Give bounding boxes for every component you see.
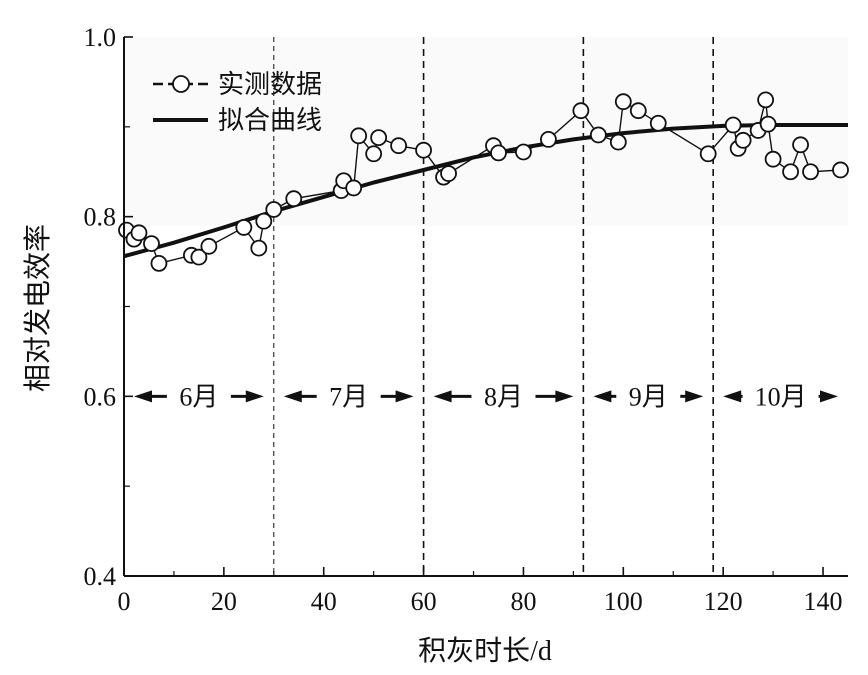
y-tick-label: 0.8 <box>84 203 117 232</box>
data-point <box>190 248 208 266</box>
month-arrow-right-head <box>555 390 574 403</box>
x-tick-label: 0 <box>118 587 131 616</box>
data-point <box>734 131 752 149</box>
y-tick-label: 1.0 <box>84 23 117 52</box>
data-point <box>802 163 819 181</box>
month-arrow-left-head <box>134 390 152 403</box>
data-point <box>629 102 647 120</box>
data-point <box>345 179 363 197</box>
measured-data-layer <box>118 91 849 272</box>
x-tick-label: 40 <box>311 587 337 616</box>
data-point <box>150 254 168 272</box>
x-tick-label: 100 <box>604 587 643 616</box>
month-arrow-left-head <box>433 390 452 403</box>
data-point <box>589 126 607 144</box>
data-point <box>649 114 667 132</box>
data-point <box>764 150 782 168</box>
data-point <box>782 163 799 181</box>
x-tick-label: 20 <box>211 587 237 616</box>
month-arrow-left-head <box>593 390 612 403</box>
data-point <box>572 102 590 120</box>
data-point <box>759 115 777 133</box>
data-point <box>699 145 717 163</box>
month-arrow-left-head <box>723 390 742 403</box>
data-point <box>143 235 160 253</box>
month-arrow-left-head <box>283 390 302 403</box>
month-arrow-right-head <box>395 390 414 403</box>
data-point <box>609 133 627 151</box>
legend-measured-marker <box>172 75 190 93</box>
data-point <box>490 144 507 162</box>
data-point <box>200 237 218 255</box>
data-point <box>365 145 383 163</box>
x-tick-label: 60 <box>411 587 437 616</box>
data-point <box>255 212 273 230</box>
data-point <box>370 129 388 147</box>
data-point <box>350 127 368 145</box>
data-point <box>415 141 432 159</box>
data-point <box>515 143 532 161</box>
data-point <box>792 136 809 154</box>
legend-fit-label: 拟合曲线 <box>218 106 322 135</box>
data-point <box>265 201 283 218</box>
y-axis-title: 相对发电效率 <box>22 224 54 392</box>
legend-measured-label: 实测数据 <box>218 70 322 99</box>
data-point <box>250 239 268 257</box>
y-tick-label: 0.4 <box>84 562 117 591</box>
data-point <box>832 161 849 179</box>
data-point <box>724 116 742 134</box>
month-arrow-right-head <box>820 390 838 403</box>
month-label: 7月 <box>329 382 368 411</box>
x-tick-label: 140 <box>804 587 843 616</box>
data-point <box>757 91 775 109</box>
axes: 0 20 40 60 80 100 120 140 0.4 0.6 0.8 1.0 <box>84 23 848 616</box>
month-label: 6月 <box>179 382 218 411</box>
x-tick-label: 80 <box>510 587 536 616</box>
data-point <box>540 131 557 148</box>
x-tick-label: 120 <box>704 587 743 616</box>
month-label: 9月 <box>629 382 668 411</box>
x-axis-title: 积灰时长/d <box>418 635 552 667</box>
data-point <box>235 219 253 236</box>
month-arrow-right-head <box>685 390 704 403</box>
data-point <box>130 224 148 242</box>
month-label: 8月 <box>484 382 523 411</box>
y-tick-label: 0.6 <box>84 382 117 411</box>
month-arrow-right-head <box>245 390 264 403</box>
month-label: 10月 <box>755 382 807 411</box>
data-point <box>390 137 408 155</box>
data-point <box>285 190 303 208</box>
month-annotations: 6月 7月 8月 9月 10月 <box>134 382 838 411</box>
data-point <box>440 165 457 182</box>
data-point <box>614 93 632 111</box>
